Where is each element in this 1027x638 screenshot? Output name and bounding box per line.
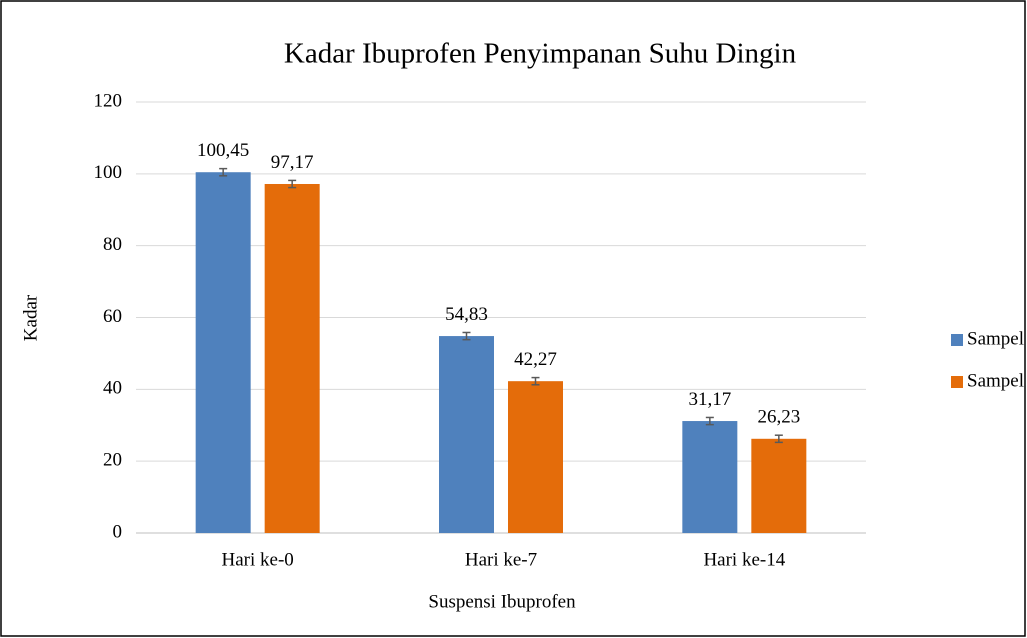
legend-swatch xyxy=(951,376,963,388)
y-tick-label: 80 xyxy=(103,234,122,255)
error-bar xyxy=(705,416,714,426)
chart-title: Kadar Ibuprofen Penyimpanan Suhu Dingin xyxy=(284,38,797,70)
bar xyxy=(264,183,320,534)
data-label: 26,23 xyxy=(757,407,800,428)
bar xyxy=(508,381,563,533)
bar xyxy=(439,336,494,533)
y-tick-label: 20 xyxy=(103,450,122,471)
x-tick-label: Hari ke-14 xyxy=(703,549,785,570)
data-label: 97,17 xyxy=(271,152,314,173)
error-bar xyxy=(219,167,228,177)
error-bar xyxy=(462,331,471,341)
x-tick-label: Hari ke-0 xyxy=(222,549,294,570)
x-tick-label: Hari ke-7 xyxy=(465,549,537,570)
error-bar xyxy=(774,434,783,444)
y-axis-label: Kadar xyxy=(20,294,41,341)
y-tick-label: 0 xyxy=(113,521,123,542)
legend-label: Sampel 1 xyxy=(967,328,1027,349)
y-tick-label: 60 xyxy=(103,306,122,327)
y-tick-label: 120 xyxy=(94,90,123,111)
bar xyxy=(751,438,807,533)
error-bar xyxy=(288,179,297,189)
bar xyxy=(195,172,251,533)
data-label: 42,27 xyxy=(514,349,557,370)
bar xyxy=(682,421,738,533)
y-tick-label: 40 xyxy=(103,378,122,399)
legend-swatch xyxy=(951,334,963,346)
x-axis-label: Suspensi Ibuprofen xyxy=(428,591,576,612)
data-label: 100,45 xyxy=(197,140,249,161)
error-bar xyxy=(531,376,540,386)
legend-label: Sampel 2 xyxy=(967,370,1027,391)
y-tick-label: 100 xyxy=(94,162,123,183)
data-label: 54,83 xyxy=(445,304,488,325)
data-label: 31,17 xyxy=(688,389,731,410)
